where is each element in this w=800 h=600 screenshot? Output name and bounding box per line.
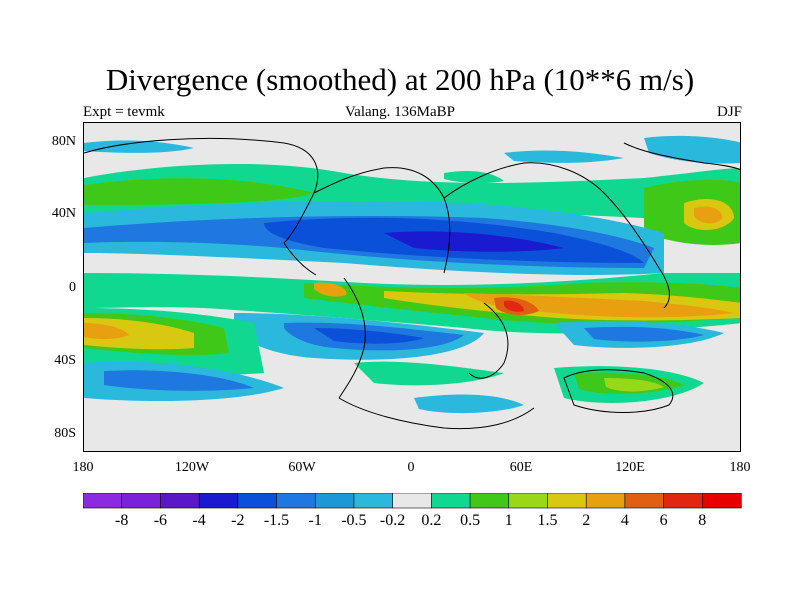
colorbar-swatch: [121, 493, 162, 509]
map-field: [84, 123, 740, 451]
colorbar-label: -8: [115, 512, 129, 529]
colorbar-label: -1: [308, 512, 322, 529]
experiment-label: Expt = tevmk: [83, 104, 165, 120]
colorbar-swatch: [508, 493, 549, 509]
colorbar-label: 4: [620, 512, 629, 529]
colorbar-swatch: [663, 493, 703, 509]
divergence-map: [83, 122, 741, 452]
lon-tick-120w: 120W: [174, 460, 210, 475]
colorbar-swatch: [701, 493, 742, 509]
colorbar-swatch: [431, 493, 471, 509]
colorbar-swatch: [353, 493, 394, 509]
lat-tick-80n: 80N: [51, 134, 76, 149]
plot-title: Divergence (smoothed) at 200 hPa (10**6 …: [105, 62, 695, 97]
colorbar-swatch: [585, 493, 626, 509]
colorbar: [83, 493, 742, 509]
colorbar-swatch: [198, 493, 239, 509]
colorbar-swatch: [547, 493, 587, 509]
colorbar-label: 1.5: [537, 512, 558, 529]
colorbar-label: 0.2: [421, 512, 442, 529]
colorbar-label: -1.5: [263, 512, 290, 529]
lon-tick-60e: 60E: [509, 460, 533, 475]
colorbar-label: 0.5: [460, 512, 481, 529]
lat-tick-80s: 80S: [54, 426, 76, 441]
colorbar-label: 2: [582, 512, 591, 529]
lat-tick-40n: 40N: [51, 206, 76, 221]
colorbar-swatch: [469, 493, 510, 509]
lon-tick-180w: 180: [72, 460, 94, 475]
season-label: DJF: [716, 104, 742, 120]
colorbar-label: -0.2: [379, 512, 406, 529]
lon-tick-120e: 120E: [615, 460, 645, 475]
period-label: Valang. 136MaBP: [345, 104, 455, 120]
colorbar-swatch: [276, 493, 316, 509]
colorbar-label: -4: [192, 512, 206, 529]
colorbar-label: -6: [153, 512, 168, 529]
lat-tick-eq: 0: [69, 280, 76, 295]
colorbar-label: 1: [504, 512, 513, 529]
lat-tick-40s: 40S: [54, 353, 76, 368]
colorbar-swatch: [314, 493, 355, 509]
colorbar-label: -2: [231, 512, 245, 529]
colorbar-swatch: [83, 493, 123, 509]
colorbar-swatch: [392, 493, 432, 509]
lon-tick-0: 0: [407, 460, 415, 475]
colorbar-swatch: [160, 493, 200, 509]
colorbar-swatch: [237, 493, 278, 509]
lon-tick-180e: 180: [729, 460, 751, 475]
lon-tick-60w: 60W: [288, 460, 316, 475]
colorbar-label: 6: [659, 512, 668, 529]
colorbar-label: -0.5: [341, 512, 367, 529]
colorbar-swatch: [624, 493, 665, 509]
colorbar-label: 8: [698, 512, 707, 529]
